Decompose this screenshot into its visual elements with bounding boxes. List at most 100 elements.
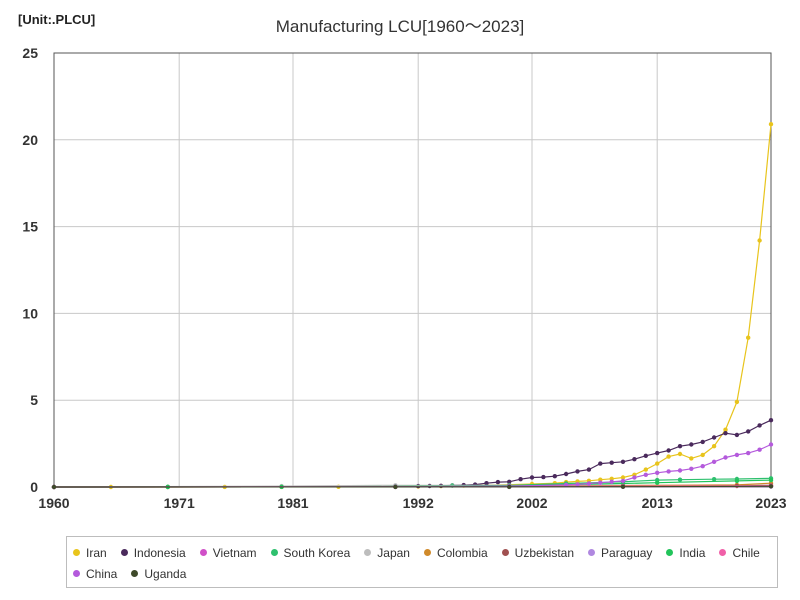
data-point (711, 435, 717, 440)
legend-item: Uganda (131, 567, 186, 581)
legend-label: Colombia (436, 545, 488, 560)
data-point (484, 481, 489, 486)
y-tick-label: 10 (22, 305, 38, 321)
data-point (563, 482, 569, 488)
data-point (768, 418, 774, 423)
series-line (53, 443, 772, 488)
legend-label: Indonesia (133, 545, 186, 560)
data-point (734, 452, 740, 458)
data-point (598, 480, 603, 485)
data-point (666, 469, 671, 474)
legend-swatch-icon (131, 570, 139, 577)
line-chart: 0 5 10 15 20 25 1960 1971 1981 1992 2002 2013 2023 (22, 45, 786, 511)
legend-label: Iran (86, 545, 107, 560)
data-point (598, 461, 603, 466)
legend-swatch-icon (423, 549, 431, 556)
data-point (51, 484, 57, 490)
data-point (746, 429, 751, 434)
x-tick-label: 2002 (516, 495, 547, 511)
series-line (54, 124, 772, 488)
legend-label: Uganda (144, 566, 187, 581)
x-tick-label: 1992 (403, 495, 434, 511)
x-tick-label: 1981 (277, 495, 308, 511)
series-layer (51, 122, 774, 490)
legend-item: India (666, 546, 705, 560)
data-point (666, 448, 671, 453)
grid-lines (54, 52, 771, 487)
data-point (507, 479, 512, 484)
legend-item: Vietnam (199, 545, 257, 560)
data-point (734, 432, 740, 438)
legend-item: South Korea (270, 545, 351, 560)
data-point (507, 484, 512, 489)
data-point (700, 439, 705, 445)
data-point (677, 444, 683, 449)
data-point (586, 481, 592, 486)
legend-swatch-icon (73, 570, 80, 577)
y-tick-label: 5 (30, 392, 38, 408)
data-point (529, 475, 535, 480)
legend-swatch-icon (501, 549, 509, 556)
data-point (655, 480, 660, 485)
axes (53, 52, 772, 488)
data-point (655, 470, 660, 475)
legend-swatch-icon (199, 549, 207, 556)
legend-item: Japan (364, 546, 410, 560)
data-point (655, 450, 660, 456)
data-point (689, 456, 694, 461)
data-point (711, 477, 717, 482)
tick-labels: 0 5 10 15 20 25 1960 1971 1981 1992 2002 2013 2023 (22, 45, 786, 511)
data-point (620, 478, 626, 484)
series-line (53, 419, 772, 488)
chart-title: Manufacturing LCU[1960～2023] (275, 17, 525, 36)
data-point (541, 474, 546, 480)
legend-swatch-icon (666, 549, 674, 556)
data-point (723, 431, 728, 436)
legend-item: Indonesia (120, 545, 186, 560)
data-point (655, 461, 660, 466)
legend-item: Paraguay (588, 546, 652, 560)
legend-label: Japan (377, 545, 410, 560)
data-point (723, 455, 728, 460)
data-point (723, 427, 728, 432)
data-point (677, 451, 683, 457)
data-point (643, 472, 648, 477)
data-point (620, 475, 626, 480)
x-tick-label: 1960 (38, 495, 69, 511)
legend-swatch-icon (73, 549, 80, 556)
series-iran (51, 122, 774, 490)
data-point (643, 467, 648, 472)
y-tick-label: 20 (22, 132, 38, 148)
data-point (586, 467, 592, 472)
data-point (393, 484, 398, 490)
data-point (711, 444, 717, 449)
legend-label: Vietnam (212, 545, 257, 560)
plot-frame (53, 52, 772, 488)
legend-item: Chile (719, 545, 760, 560)
data-point (768, 477, 774, 483)
series-line (53, 485, 772, 488)
legend-label: Chile (732, 545, 760, 560)
legend-item: Colombia (423, 545, 488, 560)
unit-label: [Unit:.PLCU] (18, 12, 96, 27)
legend-swatch-icon (120, 549, 128, 556)
data-point (563, 471, 569, 477)
legend-row: China Uganda (73, 563, 777, 584)
series-uganda (51, 484, 774, 490)
data-point (575, 469, 580, 474)
legend-swatch-icon (364, 549, 372, 556)
legend-item: China (73, 567, 117, 581)
legend-swatch-icon (588, 549, 596, 556)
legend-item: Iran (73, 546, 107, 560)
legend-label: India (679, 545, 706, 560)
data-point (609, 479, 614, 484)
data-point (700, 452, 705, 458)
data-point (620, 484, 626, 489)
data-point (768, 484, 774, 489)
data-point (677, 477, 683, 482)
y-tick-label: 25 (22, 45, 38, 61)
data-point (632, 457, 637, 462)
data-point (734, 478, 740, 484)
data-point (689, 466, 694, 471)
legend-label: South Korea (283, 545, 351, 560)
